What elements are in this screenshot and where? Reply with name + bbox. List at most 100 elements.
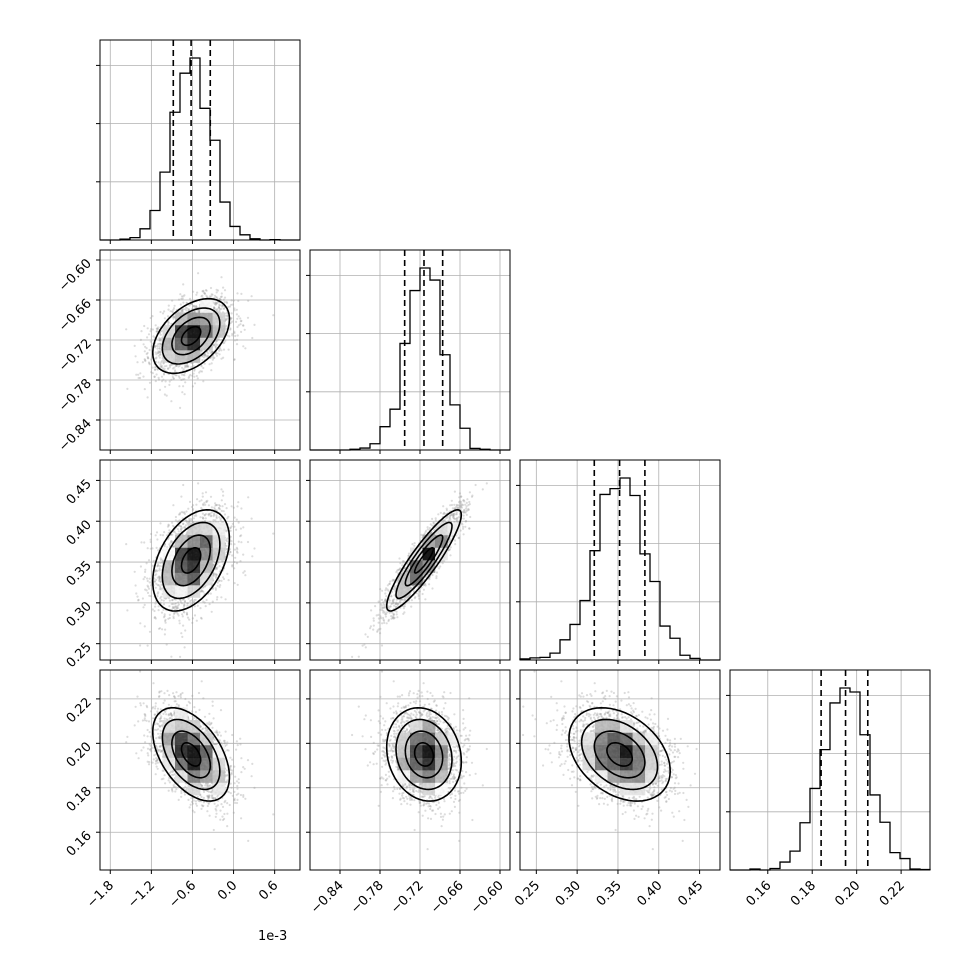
sample-point bbox=[159, 522, 162, 525]
sample-point bbox=[221, 505, 224, 508]
sample-point bbox=[188, 500, 192, 503]
sample-point bbox=[215, 339, 218, 343]
sample-point bbox=[187, 597, 190, 600]
sample-point bbox=[235, 518, 238, 521]
sample-point bbox=[137, 376, 140, 380]
sample-point bbox=[202, 517, 205, 520]
sample-point bbox=[240, 319, 243, 322]
sample-point bbox=[154, 380, 157, 383]
sample-point bbox=[159, 533, 162, 537]
sample-point bbox=[157, 549, 160, 552]
sample-point bbox=[181, 297, 184, 300]
sample-point bbox=[146, 396, 149, 399]
sample-point bbox=[137, 373, 140, 376]
sample-point bbox=[156, 592, 159, 595]
sample-point bbox=[155, 546, 158, 550]
sample-point bbox=[175, 364, 178, 367]
sample-point bbox=[212, 301, 215, 304]
sample-point bbox=[180, 295, 184, 298]
sample-point bbox=[151, 366, 154, 369]
sample-point bbox=[183, 393, 186, 396]
sample-point bbox=[189, 373, 192, 377]
sample-point bbox=[158, 337, 161, 340]
sample-point bbox=[229, 550, 232, 554]
sample-point bbox=[147, 333, 151, 336]
sample-point bbox=[139, 376, 142, 380]
sample-point bbox=[223, 296, 227, 299]
sample-point bbox=[240, 330, 243, 333]
sample-point bbox=[168, 599, 171, 602]
sample-point bbox=[222, 298, 225, 301]
sample-point bbox=[220, 579, 223, 583]
sample-point bbox=[213, 303, 216, 306]
sample-point bbox=[150, 371, 153, 374]
sample-point bbox=[174, 364, 177, 367]
sample-point bbox=[183, 374, 186, 377]
sample-point bbox=[219, 347, 222, 350]
sample-point bbox=[201, 589, 204, 593]
sample-point bbox=[235, 343, 239, 346]
sample-point bbox=[208, 603, 211, 606]
sample-point bbox=[235, 320, 238, 323]
sample-point bbox=[179, 293, 182, 296]
sample-point bbox=[227, 348, 230, 351]
sample-point bbox=[205, 294, 208, 297]
sample-point bbox=[179, 655, 182, 659]
sample-point bbox=[136, 361, 139, 364]
sample-point bbox=[220, 357, 223, 360]
sample-point bbox=[253, 547, 256, 550]
sample-point bbox=[158, 567, 161, 570]
ytick-label-1: −0.78 bbox=[56, 376, 95, 415]
sample-point bbox=[223, 289, 227, 292]
sample-point bbox=[165, 394, 168, 397]
sample-point bbox=[235, 562, 239, 565]
density-cell bbox=[212, 522, 226, 536]
sample-point bbox=[168, 613, 171, 617]
sample-point bbox=[140, 330, 143, 333]
sample-point bbox=[160, 588, 163, 591]
sample-point bbox=[230, 540, 233, 543]
sample-point bbox=[229, 327, 232, 330]
sample-point bbox=[222, 510, 225, 513]
sample-point bbox=[214, 303, 217, 306]
sample-point bbox=[185, 510, 188, 513]
sample-point bbox=[203, 501, 206, 504]
sample-point bbox=[148, 381, 152, 384]
sample-point bbox=[149, 358, 153, 361]
sample-point bbox=[145, 562, 148, 565]
sample-point bbox=[210, 511, 213, 514]
sample-point bbox=[192, 305, 195, 308]
sample-point bbox=[272, 532, 275, 535]
sample-point bbox=[162, 608, 165, 612]
sample-point bbox=[186, 307, 189, 310]
sample-point bbox=[236, 334, 239, 337]
sample-point bbox=[148, 577, 151, 580]
sample-point bbox=[466, 498, 469, 501]
sample-point bbox=[185, 309, 188, 312]
sample-point bbox=[218, 353, 221, 356]
sample-point bbox=[214, 345, 217, 349]
sample-point bbox=[161, 628, 164, 631]
sample-point bbox=[195, 374, 198, 378]
sample-point bbox=[229, 529, 232, 532]
sample-point bbox=[236, 548, 239, 551]
sample-point bbox=[226, 572, 229, 576]
sample-point bbox=[213, 506, 216, 509]
sample-point bbox=[158, 627, 162, 630]
sample-point bbox=[172, 504, 175, 507]
sample-point bbox=[234, 334, 237, 338]
sample-point bbox=[160, 598, 163, 602]
sample-point bbox=[223, 341, 226, 344]
sample-point bbox=[233, 582, 236, 585]
panel-1-0: −0.84−0.78−0.72−0.66−0.60 bbox=[56, 249, 301, 455]
sample-point bbox=[171, 316, 174, 319]
sample-point bbox=[162, 603, 166, 606]
sample-point bbox=[226, 314, 229, 318]
sample-point bbox=[149, 540, 152, 544]
sample-point bbox=[237, 501, 240, 504]
sample-point bbox=[251, 336, 254, 340]
sample-point bbox=[231, 332, 234, 335]
sample-point bbox=[186, 604, 189, 607]
sample-point bbox=[155, 531, 159, 534]
sample-point bbox=[219, 519, 222, 522]
